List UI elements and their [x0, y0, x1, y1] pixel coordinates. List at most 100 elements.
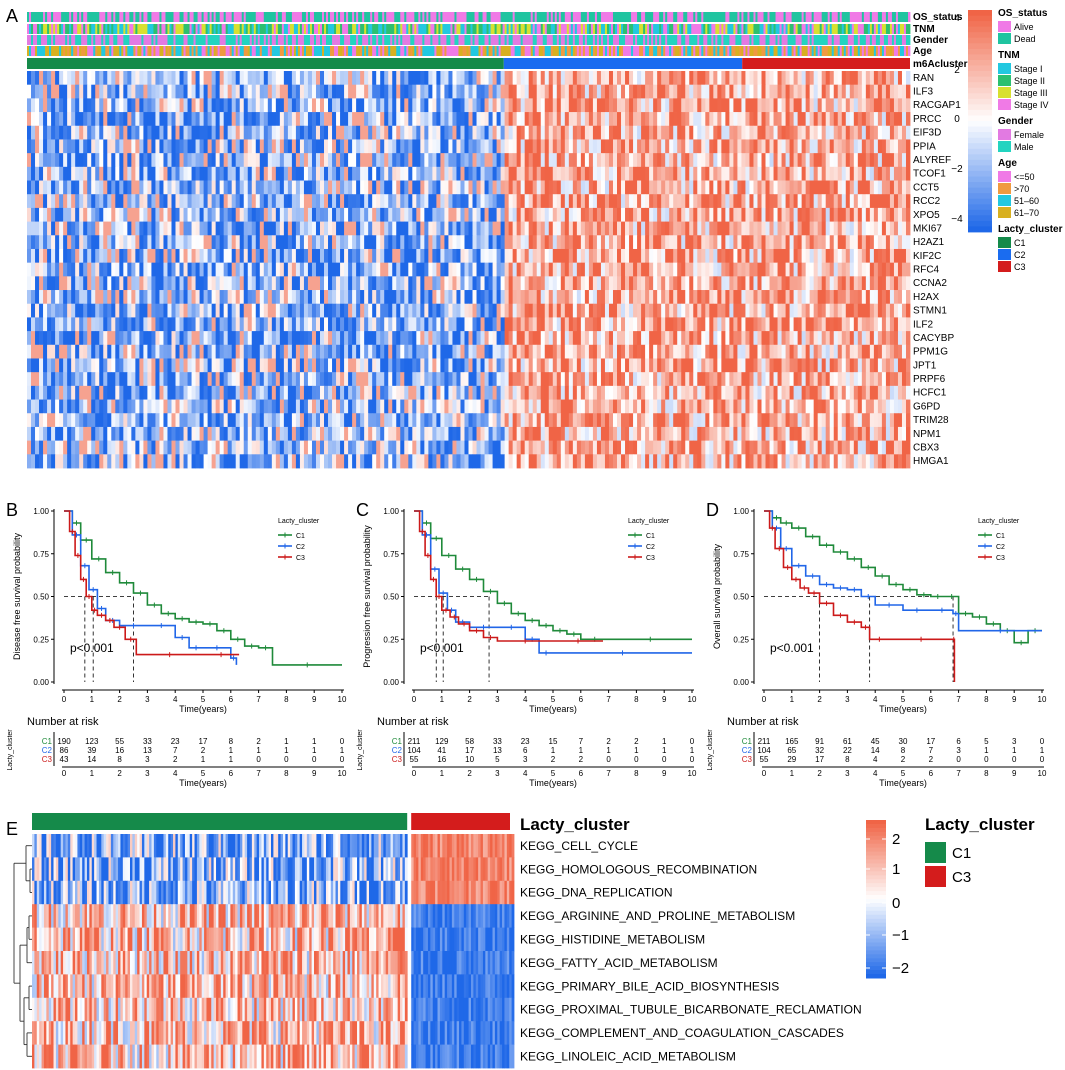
- heatmap-cell: [608, 207, 614, 222]
- heatmap-cell: [681, 71, 686, 86]
- heatmap-cell: [637, 112, 642, 127]
- annotation-cell: [470, 12, 473, 22]
- annotation-cell: [737, 12, 740, 22]
- heatmap-cell: [560, 262, 566, 277]
- annotation-cell: [819, 35, 823, 45]
- heatmap-cell: [215, 194, 221, 209]
- annotation-cell: [795, 35, 799, 45]
- annotation-cell: [121, 12, 124, 22]
- annotation-cell: [340, 24, 343, 34]
- heatmap-cell: [741, 221, 746, 236]
- annotation-cell: [801, 12, 805, 22]
- heatmap-cell: [596, 84, 602, 99]
- heatmap-cell: [227, 207, 233, 222]
- heatmap-cell: [717, 125, 722, 140]
- heatmap-cell: [777, 153, 782, 168]
- annotation-cell: [649, 35, 652, 45]
- heatmap-cell: [516, 125, 522, 140]
- heatmap-cell: [303, 180, 309, 195]
- annotation-cell: [472, 35, 475, 45]
- annotation-cell: [586, 46, 590, 56]
- heatmap-cell: [456, 112, 461, 127]
- annotation-cell: [502, 12, 506, 22]
- heatmap-cell: [279, 207, 285, 222]
- heatmap-cell: [127, 84, 132, 99]
- annotation-cell: [514, 46, 518, 56]
- heatmap-cell: [223, 153, 229, 168]
- heatmap-cell: [147, 207, 152, 222]
- annotation-cell: [566, 35, 570, 45]
- heatmap-cell: [608, 180, 614, 195]
- annotation-cell: [558, 46, 562, 56]
- heatmap-cell: [279, 194, 285, 209]
- annotation-cell: [604, 24, 608, 34]
- heatmap-cell: [737, 71, 742, 86]
- heatmap-cell: [841, 248, 847, 264]
- heatmap-cell: [793, 180, 799, 195]
- annotation-cell: [271, 24, 275, 34]
- annotation-cell: [257, 12, 261, 22]
- heatmap-cell: [801, 180, 807, 195]
- heatmap-cell: [340, 153, 345, 168]
- heatmap-cell: [673, 180, 678, 195]
- heatmap-cell: [781, 180, 786, 195]
- heatmap-cell: [893, 221, 899, 236]
- heatmap-cell: [400, 166, 405, 181]
- heatmap-cell: [476, 194, 481, 209]
- annotation-cell: [897, 35, 901, 45]
- heatmap-cell: [861, 221, 867, 236]
- heatmap-cell: [749, 139, 754, 154]
- annotation-cell: [665, 46, 668, 56]
- heatmap-cell: [725, 235, 730, 250]
- annotation-cell: [183, 24, 186, 34]
- annotation-cell: [211, 24, 215, 34]
- annotation-cell: [574, 12, 578, 22]
- heatmap-cell: [861, 112, 867, 127]
- heatmap-cell: [215, 235, 221, 250]
- heatmap-cell: [629, 207, 634, 222]
- heatmap-cell: [95, 98, 100, 113]
- heatmap-cell: [869, 180, 875, 195]
- heatmap-cell: [43, 139, 48, 154]
- heatmap-cell: [785, 180, 790, 195]
- heatmap-cell: [207, 235, 213, 250]
- annotation-cell: [257, 46, 261, 56]
- heatmap-cell: [211, 125, 217, 140]
- annotation-cell: [685, 12, 688, 22]
- annotation-cell: [751, 12, 754, 22]
- heatmap-cell: [773, 235, 778, 250]
- annotation-cell: [380, 35, 383, 45]
- annotation-cell: [685, 24, 688, 34]
- heatmap-cell: [781, 194, 786, 209]
- annotation-cell: [221, 12, 225, 22]
- annotation-cell: [721, 46, 724, 56]
- annotation-cell: [815, 24, 819, 34]
- annotation-cell: [404, 35, 407, 45]
- annotation-cell: [141, 12, 144, 22]
- heatmap-cell: [657, 207, 662, 222]
- heatmap-cell: [171, 262, 176, 277]
- heatmap-cell: [472, 166, 477, 181]
- annotation-cell: [416, 12, 419, 22]
- annotation-cell: [165, 12, 168, 22]
- annotation-cell: [843, 46, 847, 56]
- annotation-cell: [49, 24, 52, 34]
- heatmap-cell: [336, 84, 341, 99]
- heatmap-cell: [243, 194, 249, 209]
- heatmap-cell: [384, 125, 389, 140]
- annotation-cell: [488, 12, 491, 22]
- heatmap-cell: [151, 166, 156, 181]
- heatmap-cell: [885, 248, 891, 264]
- annotation-cell: [317, 12, 321, 22]
- heatmap-cell: [841, 235, 847, 250]
- heatmap-cell: [35, 139, 40, 154]
- heatmap-cell: [320, 71, 325, 86]
- heatmap-cell: [167, 262, 172, 277]
- heatmap-cell: [769, 180, 774, 195]
- heatmap-cell: [865, 207, 871, 222]
- heatmap-cell: [729, 194, 734, 209]
- heatmap-cell: [271, 262, 277, 277]
- annotation-cell: [39, 35, 42, 45]
- annotation-cell: [187, 35, 190, 45]
- annotation-cell: [546, 46, 550, 56]
